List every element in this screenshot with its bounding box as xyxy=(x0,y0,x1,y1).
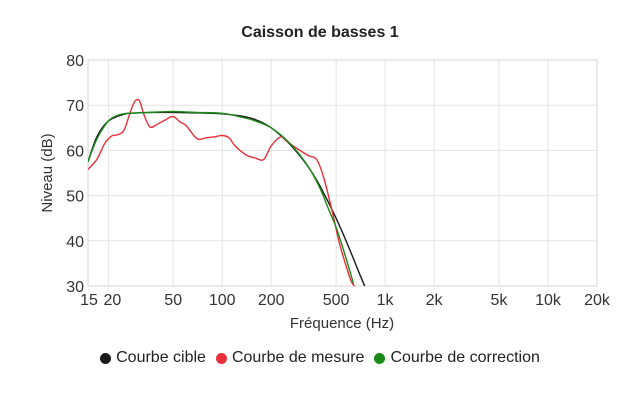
x-tick-label: 20k xyxy=(584,292,611,309)
legend-item-courbe-cible[interactable]: Courbe cible xyxy=(100,349,206,367)
y-tick-label: 30 xyxy=(66,279,84,296)
series-line-courbe-de-correction xyxy=(88,110,355,284)
y-tick-label: 40 xyxy=(66,234,84,251)
legend: Courbe cible Courbe de mesure Courbe de co… xyxy=(0,349,640,367)
x-tick-label: 200 xyxy=(258,292,285,309)
series-layer xyxy=(88,98,366,286)
y-axis-label: Niveau (dB) xyxy=(39,133,56,212)
chart-title: Caisson de basses 1 xyxy=(241,24,399,41)
x-axis-label: Fréquence (Hz) xyxy=(290,315,394,332)
legend-item-courbe-de-correction[interactable]: Courbe de correction xyxy=(374,349,540,367)
x-tick-label: 100 xyxy=(209,292,236,309)
y-axis-ticks: 30 40 50 60 70 80 xyxy=(66,53,84,296)
y-tick-label: 70 xyxy=(66,98,84,115)
legend-label: Courbe de correction xyxy=(390,349,540,366)
y-tick-label: 80 xyxy=(66,53,84,70)
legend-item-courbe-de-mesure[interactable]: Courbe de mesure xyxy=(215,349,365,367)
line-chart: 15 20 50 100 200 500 1k 2k 5k 10k 20k 30 40 50 60 70 80… xyxy=(39,53,611,332)
x-tick-label: 1k xyxy=(377,292,395,309)
legend-marker xyxy=(374,352,386,364)
x-tick-label: 500 xyxy=(323,292,350,309)
x-axis-ticks: 15 20 50 100 200 500 1k 2k 5k 10k 20k xyxy=(80,292,611,309)
legend-label: Courbe de mesure xyxy=(231,349,365,366)
x-tick-label: 5k xyxy=(490,292,508,309)
y-tick-label: 50 xyxy=(66,189,84,206)
x-tick-label: 50 xyxy=(164,292,182,309)
x-tick-label: 15 xyxy=(80,292,98,309)
y-tick-label: 60 xyxy=(66,143,84,160)
legend-label: Courbe cible xyxy=(116,349,206,366)
x-tick-label: 10k xyxy=(535,292,562,309)
series-line-courbe-cible xyxy=(88,111,366,286)
grid-lines xyxy=(87,59,598,287)
x-tick-label: 2k xyxy=(426,292,444,309)
plot-frame xyxy=(87,59,598,287)
legend-marker xyxy=(215,352,227,364)
x-tick-label: 20 xyxy=(104,292,122,309)
legend-marker xyxy=(100,352,112,364)
series-line-courbe-de-mesure xyxy=(88,98,356,286)
